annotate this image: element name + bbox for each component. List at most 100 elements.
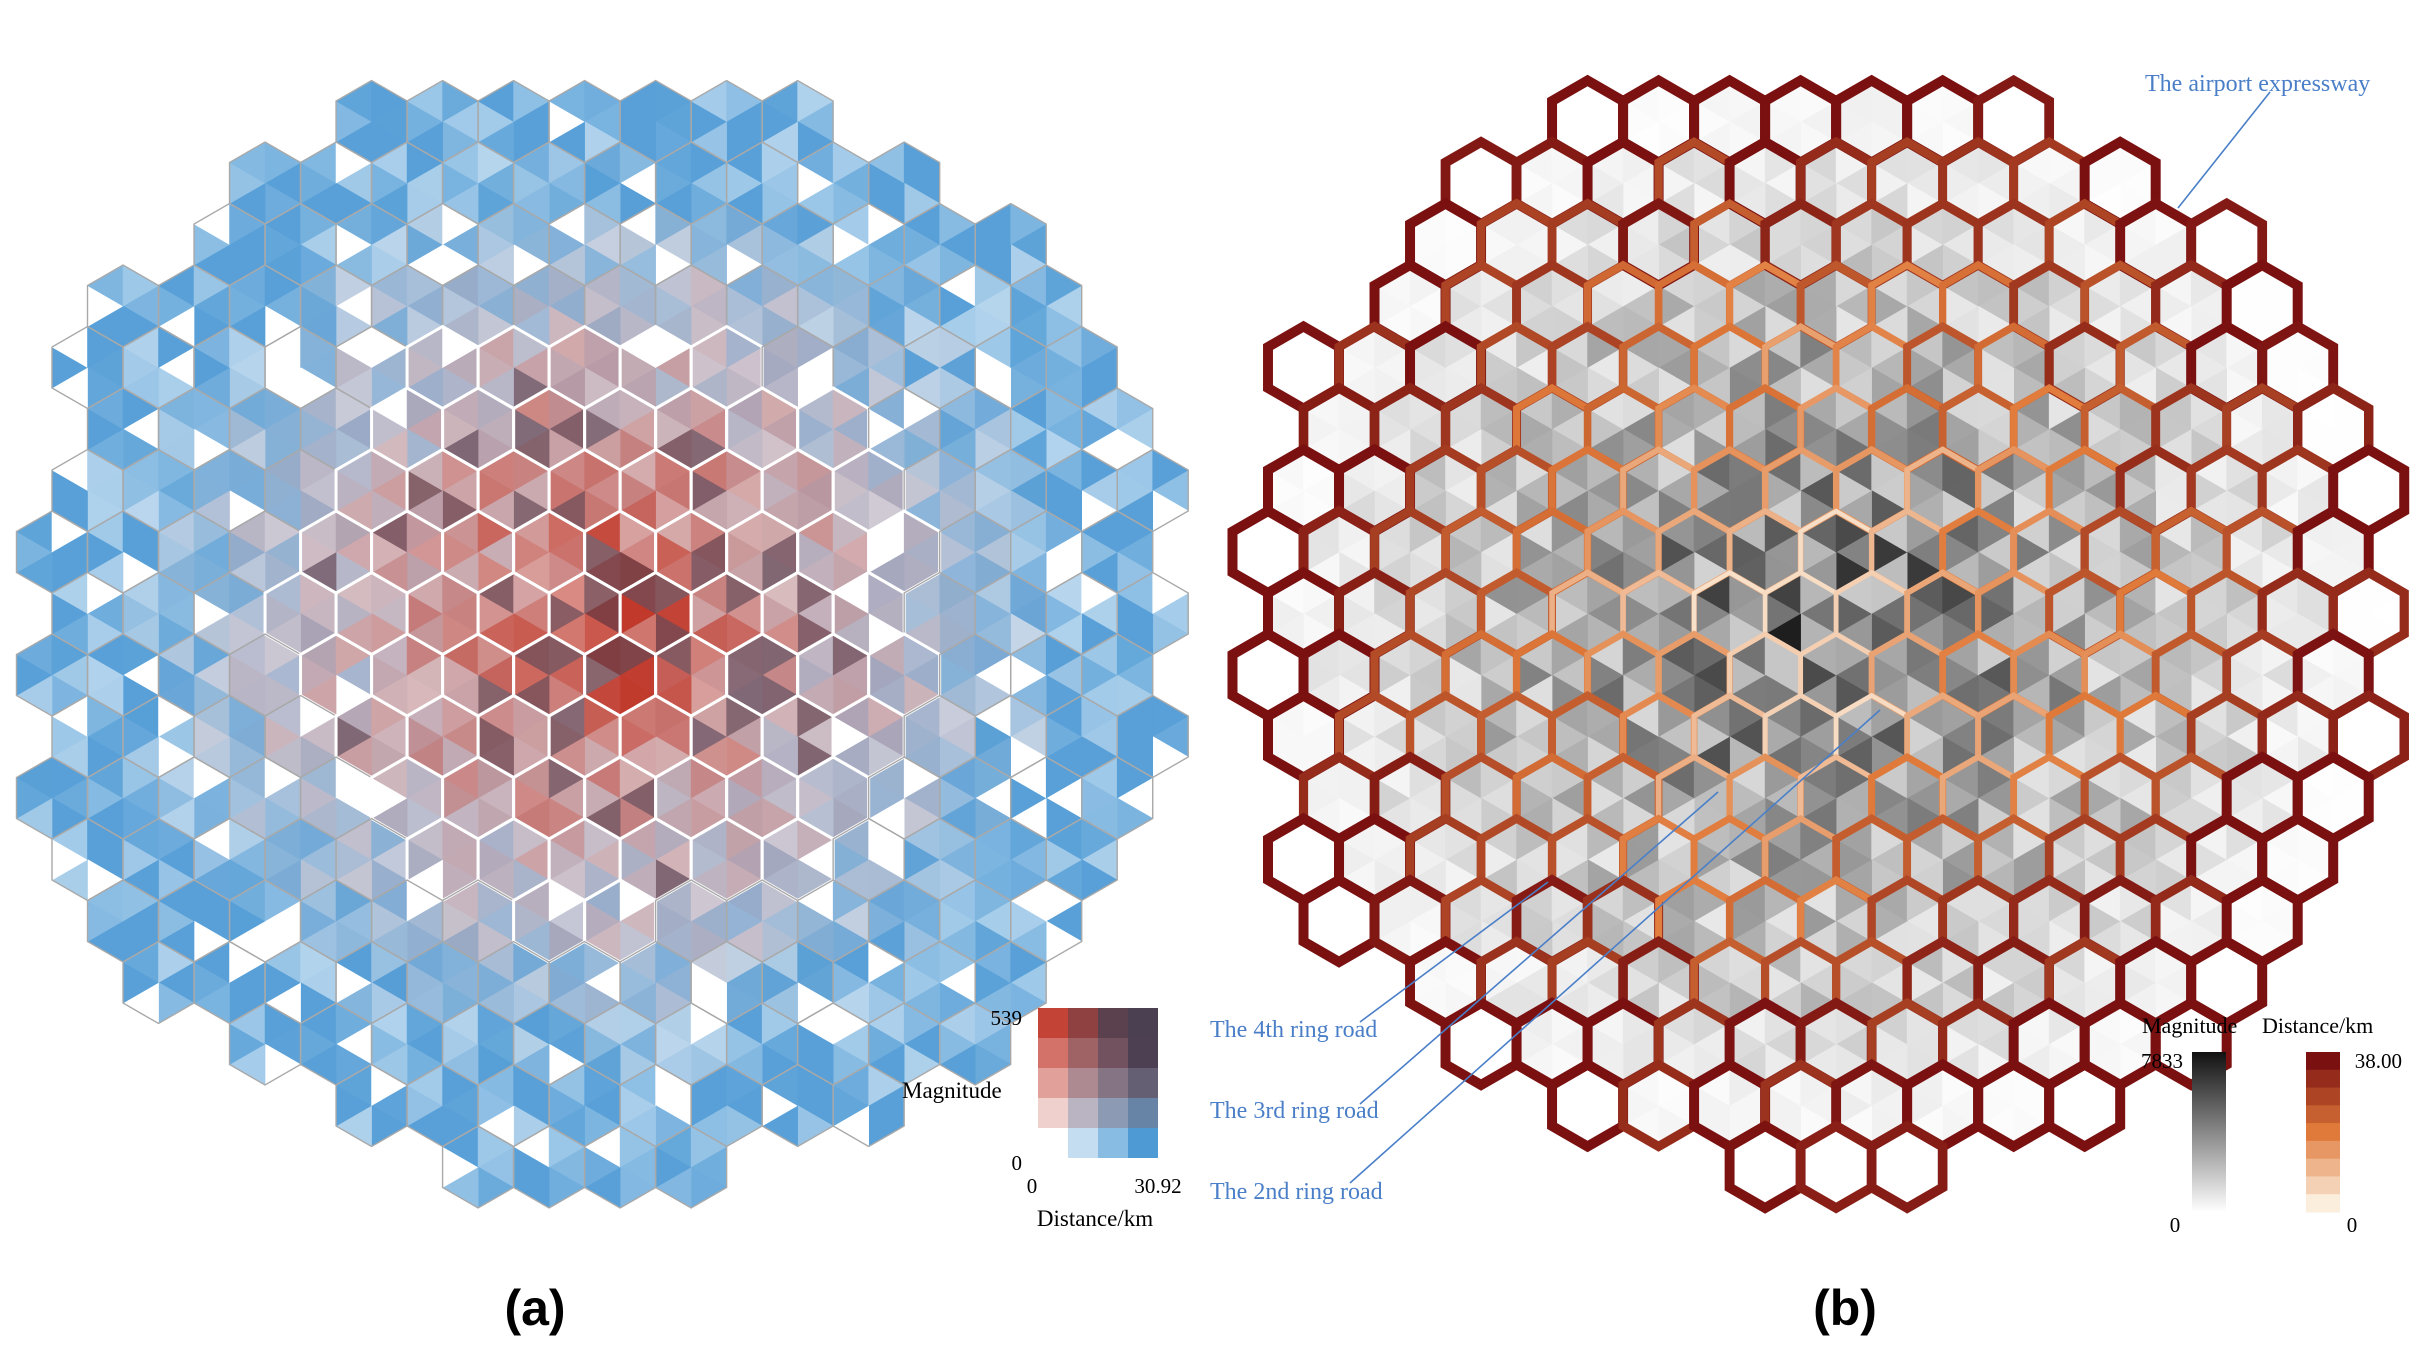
hex-cell [726, 1002, 799, 1086]
hex-cell [1693, 694, 1766, 779]
hex-cell [406, 448, 479, 533]
hex-cell [228, 1002, 302, 1086]
hex-cell [477, 448, 550, 533]
legend-a-cell [1128, 1038, 1158, 1068]
hex-cell [726, 510, 799, 594]
hex-cell [1871, 510, 1944, 594]
hex-cell [1444, 756, 1518, 840]
hex-cell [370, 756, 444, 840]
hex-cell [1764, 817, 1837, 902]
hex-cell [86, 264, 160, 348]
hex-cell [2119, 571, 2192, 656]
hex-cell [903, 325, 976, 410]
hex-cell [1657, 756, 1731, 840]
hex-cell [1800, 633, 1873, 717]
hex-cell [797, 387, 870, 471]
panel-a-hex-grid [15, 79, 1189, 1209]
hex-cell [939, 879, 1012, 963]
hex-cell [441, 1002, 515, 1086]
hex-cell [15, 633, 89, 717]
hex-cell [868, 1002, 941, 1086]
hex-cell [335, 202, 408, 287]
hex-cell [406, 1063, 479, 1148]
hex-cell [690, 325, 763, 410]
hex-cell [193, 940, 266, 1025]
hex-cell [2155, 633, 2228, 717]
hex-cell [335, 694, 408, 779]
hex-ring-outline [1866, 1120, 1948, 1214]
hex-cell [299, 633, 373, 717]
hex-cell [264, 325, 337, 410]
hex-cell [1480, 694, 1553, 779]
hex-cell [797, 141, 870, 225]
hex-cell [193, 448, 266, 533]
hex-cell [2084, 510, 2157, 594]
hex-cell [2119, 694, 2192, 779]
hex-cell [1800, 510, 1873, 594]
hex-cell [370, 633, 444, 717]
hex-cell [619, 817, 692, 902]
legend-a-cell [1068, 1128, 1098, 1158]
hex-cell [761, 448, 834, 533]
hex-cell [2013, 510, 2086, 594]
hex-cell [157, 633, 231, 717]
hex-cell [832, 1063, 905, 1148]
hex-cell [228, 756, 302, 840]
distance-step-bar [2306, 1052, 2340, 1213]
legend-a-cell [1068, 1038, 1098, 1068]
hex-cell [2013, 756, 2086, 840]
hex-cell [690, 448, 763, 533]
hex-cell [1586, 510, 1660, 594]
hex-cell [548, 325, 621, 410]
hex-cell [1835, 817, 1908, 902]
hex-cell [1551, 571, 1624, 656]
annotation-2nd-ring-road: The 2nd ring road [1210, 1179, 1383, 1205]
hex-cell [2190, 202, 2263, 287]
hex-cell [441, 387, 515, 471]
legend-a-cell [1098, 1098, 1128, 1128]
hex-cell [157, 879, 231, 963]
hex-cell [264, 202, 337, 287]
hex-cell [441, 264, 515, 348]
hex-cell [690, 571, 763, 656]
annotation-3rd-ring-road: The 3rd ring road [1210, 1098, 1379, 1124]
hex-cell [1871, 879, 1944, 963]
hex-cell [299, 510, 373, 594]
hex-cell [655, 510, 728, 594]
hex-cell [1622, 694, 1695, 779]
hex-cell [477, 940, 550, 1025]
hex-cell [1444, 633, 1518, 717]
hex-cell [548, 940, 621, 1025]
panel-b-annotations: The airport expressway The 4th ring road… [1210, 71, 2370, 1205]
hex-cell [15, 510, 89, 594]
hex-cell [690, 817, 763, 902]
legend-a-magnitude-label: Magnitude [902, 1078, 1002, 1103]
hex-cell [761, 325, 834, 410]
hex-cell [2190, 571, 2263, 656]
hex-cell [1586, 387, 1660, 471]
hex-cell [1551, 694, 1624, 779]
airport-leader-line [2177, 91, 2271, 209]
legend-a-cell [1068, 1068, 1098, 1098]
hex-cell [974, 817, 1047, 902]
legend-b-step [2306, 1176, 2340, 1195]
hex-cell [1728, 510, 1802, 594]
legend-b-magnitude-label: Magnitude [2142, 1013, 2237, 1038]
hex-cell [1010, 264, 1083, 348]
hex-cell [193, 325, 266, 410]
hex-cell [584, 387, 657, 471]
hex-cell [2119, 325, 2192, 410]
hex-cell [1116, 694, 1189, 779]
hex-cell [1622, 448, 1695, 533]
hex-cell [1081, 510, 1154, 594]
hex-cell [1657, 510, 1731, 594]
hex-cell [548, 79, 621, 164]
hex-cell [868, 510, 941, 594]
hex-cell [1116, 448, 1189, 533]
hex-cell [370, 879, 444, 963]
hex-cell [512, 879, 586, 963]
hex-cell [832, 325, 905, 410]
hex-cell [370, 1002, 444, 1086]
hex-cell [1906, 817, 1979, 902]
hex-cell [1871, 756, 1944, 840]
